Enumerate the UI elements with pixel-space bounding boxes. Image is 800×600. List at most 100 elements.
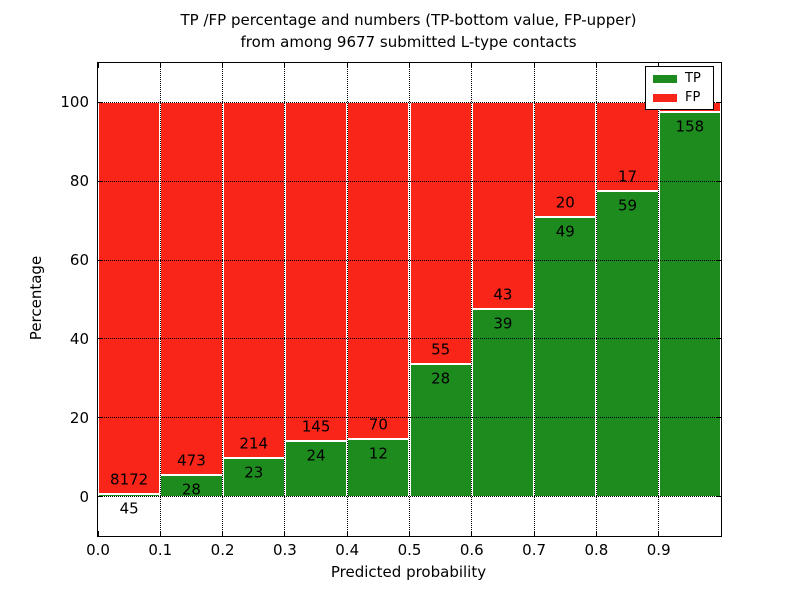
- gridline-vertical: [409, 63, 410, 536]
- fp-count-label: 145: [301, 417, 331, 436]
- y-tick-mark: [716, 417, 721, 419]
- bar-fp-segment: [160, 102, 223, 475]
- chart-title: TP /FP percentage and numbers (TP-bottom…: [97, 9, 720, 53]
- bar-fp-segment: [284, 102, 348, 441]
- x-tick-label: 0.8: [584, 541, 609, 559]
- fp-count-label: 473: [177, 451, 206, 470]
- y-tick-label: 0: [79, 487, 89, 506]
- x-tick-mark: [159, 63, 161, 68]
- y-tick-mark: [98, 101, 103, 103]
- bar-fp-segment: [534, 102, 597, 217]
- gridline-vertical: [222, 63, 224, 536]
- fp-count-label: 43: [493, 285, 513, 304]
- x-tick-mark: [222, 531, 224, 536]
- x-tick-label: 0.9: [646, 541, 671, 559]
- y-tick-mark: [716, 259, 721, 261]
- x-tick-mark: [222, 63, 224, 68]
- gridline-vertical: [595, 63, 597, 536]
- legend: TP FP: [645, 66, 714, 110]
- bar-fp-segment: [347, 102, 410, 439]
- y-tick-label: 100: [60, 93, 89, 112]
- x-tick-mark: [409, 531, 410, 536]
- y-tick-label: 60: [69, 251, 89, 270]
- fp-count-label: 20: [555, 193, 575, 212]
- x-tick-mark: [409, 63, 410, 68]
- fp-count-label: 17: [618, 167, 638, 186]
- bar-fp-segment: [471, 102, 535, 310]
- y-tick-label: 80: [69, 172, 89, 191]
- x-tick-mark: [159, 531, 161, 536]
- x-tick-mark: [97, 531, 99, 536]
- y-tick-mark: [98, 259, 103, 261]
- tp-count-label: 45: [119, 499, 139, 518]
- tp-count-label: 28: [431, 369, 451, 388]
- bar-tp-segment: [658, 112, 721, 497]
- y-tick-label: 40: [69, 329, 89, 348]
- x-tick-mark: [595, 63, 597, 68]
- legend-item-fp: FP: [653, 91, 706, 104]
- y-axis-label: Percentage: [27, 255, 45, 341]
- gridline-vertical: [471, 63, 473, 536]
- gridline-vertical: [159, 63, 161, 536]
- x-tick-mark: [284, 531, 286, 536]
- bar-tp-segment: [222, 458, 285, 497]
- x-tick-mark: [346, 531, 348, 536]
- x-tick-mark: [658, 531, 660, 536]
- bar-fp-segment: [222, 102, 285, 459]
- fp-count-label: 55: [431, 340, 451, 359]
- gridline-vertical: [284, 63, 286, 536]
- tp-count-label: 23: [244, 463, 264, 482]
- x-tick-mark: [471, 531, 473, 536]
- tp-count-label: 49: [555, 222, 575, 241]
- x-tick-label: 0.1: [148, 541, 173, 559]
- bar-fp-segment: [409, 102, 472, 364]
- x-axis-label: Predicted probability: [330, 563, 487, 581]
- y-tick-mark: [716, 180, 721, 182]
- x-tick-mark: [471, 63, 473, 68]
- gridline-vertical: [533, 63, 535, 536]
- bar-fp-segment: [596, 102, 659, 191]
- bar-tp-segment: [347, 438, 410, 497]
- bar-tp-segment: [471, 309, 535, 497]
- x-tick-label: 0.3: [272, 541, 297, 559]
- bar-fp-segment: [98, 102, 161, 495]
- x-tick-label: 0.7: [522, 541, 547, 559]
- bar-tp-segment: [409, 363, 472, 497]
- gridline-vertical: [658, 63, 660, 536]
- bar-tp-segment: [98, 494, 161, 497]
- y-tick-mark: [98, 338, 103, 340]
- tp-count-label: 24: [306, 446, 326, 465]
- x-tick-mark: [97, 63, 99, 68]
- y-tick-mark: [98, 180, 103, 182]
- chart-title-line2: from among 9677 submitted L-type contact…: [240, 33, 577, 51]
- x-tick-mark: [284, 63, 286, 68]
- tp-count-label: 158: [675, 117, 705, 136]
- legend-item-tp: TP: [653, 72, 706, 85]
- x-tick-mark: [658, 63, 660, 68]
- tp-count-label: 12: [368, 444, 388, 463]
- x-tick-mark: [346, 63, 348, 68]
- fp-count-label: 8172: [110, 470, 149, 489]
- fp-count-label: 70: [368, 415, 388, 434]
- x-tick-label: 0.0: [86, 541, 110, 559]
- bar-tp-segment: [160, 474, 223, 497]
- legend-label-fp: FP: [685, 90, 701, 105]
- gridline-vertical: [346, 63, 348, 536]
- tp-count-label: 28: [181, 480, 201, 499]
- x-tick-mark: [595, 531, 597, 536]
- y-tick-mark: [98, 496, 103, 498]
- legend-swatch-tp-icon: [653, 74, 677, 83]
- y-tick-label: 20: [69, 408, 89, 427]
- x-tick-mark: [533, 63, 535, 68]
- legend-label-tp: TP: [685, 71, 701, 86]
- y-tick-mark: [98, 417, 103, 419]
- x-tick-mark: [533, 531, 535, 536]
- x-tick-label: 0.4: [335, 541, 360, 559]
- y-tick-mark: [716, 496, 721, 498]
- fp-count-label: 214: [239, 434, 269, 453]
- y-tick-mark: [716, 338, 721, 340]
- tp-count-label: 39: [493, 314, 513, 333]
- bar-tp-segment: [596, 190, 659, 497]
- x-tick-label: 0.2: [210, 541, 235, 559]
